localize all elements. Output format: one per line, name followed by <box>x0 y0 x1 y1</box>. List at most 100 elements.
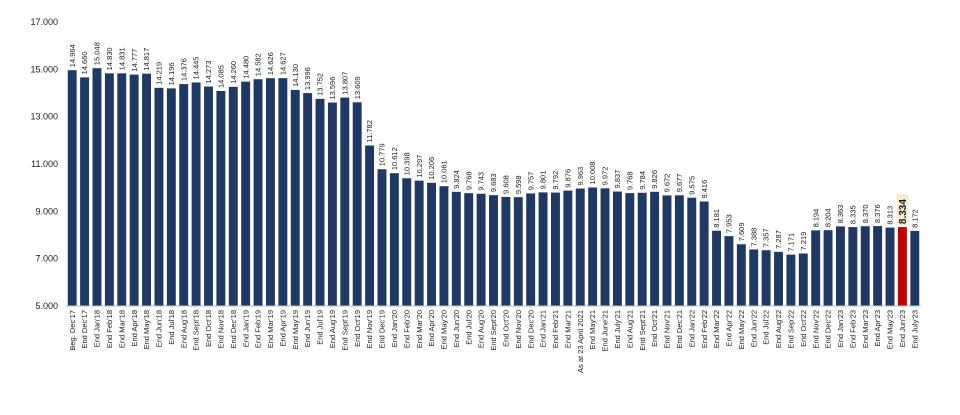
bar <box>836 226 845 306</box>
data-label: 14.830 <box>105 47 114 70</box>
x-tick-label: End Feb'22 <box>700 310 709 348</box>
data-label: 14.196 <box>167 62 176 85</box>
data-label: 8.204 <box>824 208 833 227</box>
bar <box>191 82 201 306</box>
bar <box>464 193 474 306</box>
y-tick-label: 13.000 <box>30 112 58 122</box>
x-tick-label: End Jan'20 <box>390 310 399 347</box>
bar <box>80 77 90 306</box>
bar <box>600 188 610 306</box>
data-label: 9.683 <box>489 173 498 192</box>
bar <box>588 187 598 306</box>
bar <box>179 84 189 306</box>
data-label: 9.963 <box>576 167 585 186</box>
data-label: 8.181 <box>712 209 721 228</box>
bar <box>377 169 387 306</box>
bar <box>228 86 238 306</box>
data-label: 14.777 <box>130 49 139 72</box>
x-tick-label: End Sept'18 <box>192 310 201 351</box>
data-label: 8.172 <box>910 209 919 228</box>
x-tick-label: End Oct'19 <box>353 310 362 347</box>
x-tick-label: End May'21 <box>588 310 597 349</box>
data-label: 14.219 <box>155 62 164 85</box>
bar <box>563 190 573 306</box>
x-tick-label: End Apr'18 <box>130 310 139 346</box>
data-label: 14.964 <box>68 44 77 67</box>
x-tick-label: End Oct'18 <box>204 310 213 347</box>
data-label: 9.826 <box>650 170 659 189</box>
x-tick-label: End Aug'18 <box>179 310 188 348</box>
data-label: 9.801 <box>539 171 548 190</box>
bar <box>501 196 511 306</box>
data-label: 8.334 <box>898 199 909 224</box>
bar <box>811 230 821 306</box>
x-tick-label: End Jan'21 <box>539 310 548 347</box>
data-label: 14.626 <box>266 52 275 75</box>
data-label: 9.416 <box>700 180 709 199</box>
data-label: 8.335 <box>848 205 857 224</box>
bar <box>910 230 920 306</box>
data-label: 9.757 <box>526 172 535 191</box>
data-label: 14.831 <box>117 47 126 70</box>
bar <box>538 192 548 306</box>
x-tick-label: End Jun'20 <box>452 310 461 347</box>
y-tick-label: 17.000 <box>30 17 58 27</box>
x-tick-label: End Nov'22 <box>811 310 820 349</box>
bar <box>327 102 337 306</box>
x-tick-label: End Dec'22 <box>824 310 833 349</box>
data-label: 14.273 <box>204 61 213 84</box>
bar <box>650 191 660 306</box>
x-tick-label: End Jan'18 <box>93 310 102 347</box>
bar <box>303 93 313 306</box>
x-tick-label: End Dec'20 <box>526 310 535 349</box>
x-tick-label: End Jan'22 <box>687 310 696 347</box>
data-label: 14.660 <box>80 51 89 74</box>
bar <box>476 193 486 306</box>
bar <box>340 97 350 306</box>
data-label: 9.672 <box>663 174 672 193</box>
x-tick-label: End Apr'22 <box>725 310 734 346</box>
data-label: 14.480 <box>241 56 250 79</box>
data-label: 9.677 <box>675 174 684 193</box>
data-label: 9.768 <box>625 171 634 190</box>
data-label: 13.609 <box>353 76 362 99</box>
bar <box>414 180 424 306</box>
x-tick-label: End Jun'18 <box>155 310 164 347</box>
bar <box>365 145 375 306</box>
data-label: 14.085 <box>216 65 225 88</box>
bar <box>451 191 461 306</box>
x-tick-label: End Apr'23 <box>873 310 882 346</box>
bar <box>612 191 622 306</box>
x-tick-label: End Feb'23 <box>848 310 857 348</box>
x-tick-label: End Nov'19 <box>365 310 374 349</box>
bar <box>749 249 759 306</box>
bar <box>104 73 114 306</box>
x-tick-label: End Jul'20 <box>464 310 473 345</box>
bar <box>129 74 139 306</box>
data-label: 9.784 <box>638 171 647 190</box>
y-tick-label: 9.000 <box>35 206 58 216</box>
bar <box>352 102 362 306</box>
x-tick-label: End June'21 <box>601 310 610 351</box>
data-label: 7.287 <box>774 230 783 249</box>
x-tick-label: End Aug'20 <box>477 310 486 348</box>
x-tick-label: End Jul'22 <box>762 310 771 345</box>
x-tick-label: End Sept'20 <box>489 310 498 351</box>
bar <box>439 186 449 306</box>
bar <box>798 253 808 306</box>
bar <box>154 87 164 306</box>
bar <box>241 81 251 306</box>
data-label: 9.608 <box>501 175 510 194</box>
y-tick-label: 15.000 <box>30 64 58 74</box>
data-label: 14.376 <box>179 58 188 81</box>
bar <box>736 244 746 306</box>
bar <box>513 197 523 306</box>
data-label: 9.768 <box>464 171 473 190</box>
data-label: 8.376 <box>873 204 882 223</box>
bar <box>712 230 721 306</box>
y-tick-label: 5.000 <box>35 301 58 311</box>
data-label: 13.752 <box>316 73 325 96</box>
x-tick-label: End Aug'19 <box>328 310 337 348</box>
data-label: 7.953 <box>725 214 734 233</box>
bar <box>290 89 300 306</box>
